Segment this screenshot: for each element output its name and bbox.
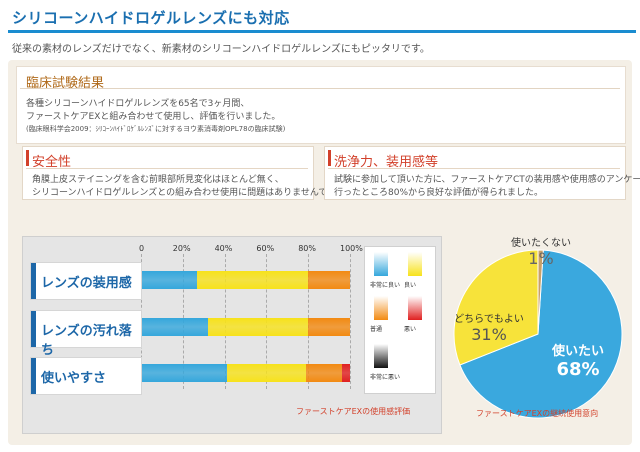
safety-title: 安全性 bbox=[32, 155, 72, 170]
cleaning-marker bbox=[328, 150, 331, 166]
bar-segment bbox=[341, 364, 350, 382]
cleaning-line-1: 試験に参加して頂いた方に、ファーストケアCTの装用感や使用感のアンケートを bbox=[334, 175, 640, 185]
bar-segment bbox=[308, 318, 350, 336]
pie-slice bbox=[453, 249, 539, 366]
pie-label-neutral: どちらでもよい 31% bbox=[444, 310, 534, 344]
safety-line-1: 角膜上皮ステイニングを含む前眼部所見変化はほとんど無く、 bbox=[32, 175, 284, 185]
row-marker bbox=[31, 263, 36, 299]
row-label-3: 使いやすさ bbox=[30, 357, 142, 395]
bar-segment bbox=[141, 318, 208, 336]
slice-name: 使いたい bbox=[551, 344, 604, 359]
category-label: レンズの汚れ落ち bbox=[41, 324, 132, 358]
clinical-line-1: 各種シリコーンハイドロゲルレンズを65名で3ヶ月間、 bbox=[26, 99, 250, 109]
row-label-2: レンズの汚れ落ち bbox=[30, 310, 142, 358]
x-tick-label: 80% bbox=[298, 244, 316, 253]
bar-segment bbox=[207, 318, 309, 336]
legend-label: 普通 bbox=[370, 326, 383, 333]
x-tick-label: 40% bbox=[214, 244, 233, 253]
safety-line-2: シリコーンハイドロゲルレンズとの組み合わせ使用に問題はありませんでした。 bbox=[32, 188, 355, 198]
slice-value: 31% bbox=[471, 325, 507, 344]
page-subtitle: 従来の素材のレンズだけでなく、新素材のシリコーンハイドロゲルレンズにもピッタリで… bbox=[12, 44, 430, 55]
bar-segment bbox=[197, 271, 309, 289]
category-label: レンズの装用感 bbox=[41, 276, 132, 291]
slice-name: どちらでもよい bbox=[454, 314, 524, 325]
x-tick-label: 20% bbox=[172, 244, 191, 253]
bar-segment bbox=[141, 364, 227, 382]
cleaning-title: 洗浄力、装用感等 bbox=[334, 155, 439, 170]
cleaning-line-2: 行ったところ80%から良好な評価が得られました。 bbox=[334, 188, 544, 198]
safety-marker bbox=[26, 150, 29, 166]
slice-name: 使いたくない bbox=[511, 238, 571, 249]
slice-value: 1% bbox=[528, 249, 554, 268]
pie-slice bbox=[537, 249, 544, 335]
clinical-line-2: ファーストケアEXと組み合わせて使用し、評価を行いました。 bbox=[26, 112, 281, 122]
legend-label: 非常に良い bbox=[370, 282, 401, 289]
x-grid-line bbox=[350, 254, 351, 389]
bar-segment bbox=[226, 364, 307, 382]
bar-chart-caption: ファーストケアEXの使用感評価 bbox=[296, 407, 411, 416]
x-tick-label: 100% bbox=[340, 244, 363, 253]
clinical-source: (臨床眼科学会2009：ｼﾘｺｰﾝﾊｲﾄﾞﾛｹﾞﾙﾚﾝｽﾞに対するヨウ素消毒剤O… bbox=[26, 125, 286, 133]
pie-chart-caption: ファーストケアEXの継続使用意向 bbox=[476, 409, 599, 418]
bar-segment bbox=[141, 271, 198, 289]
title-bar: シリコーンハイドロゲルレンズにも対応 bbox=[0, 0, 640, 33]
legend-swatch bbox=[408, 252, 422, 276]
pie-slice bbox=[459, 249, 623, 419]
pie-label-unwanted: 使いたくない 1% bbox=[496, 234, 586, 268]
pie-label-wanted: 使いたい 68% bbox=[540, 340, 616, 380]
row-marker bbox=[31, 358, 36, 394]
slice-value: 68% bbox=[556, 359, 600, 380]
legend-swatch bbox=[374, 344, 388, 368]
legend-label: 悪い bbox=[404, 326, 417, 333]
x-tick-label: 60% bbox=[256, 244, 275, 253]
legend-swatch bbox=[374, 296, 388, 320]
row-label-1: レンズの装用感 bbox=[30, 262, 142, 300]
legend-label: 良い bbox=[404, 282, 417, 289]
safety-divider bbox=[26, 168, 308, 169]
legend-swatch bbox=[374, 252, 388, 276]
safety-box bbox=[22, 146, 314, 200]
clinical-title: 臨床試験結果 bbox=[26, 76, 105, 91]
clinical-box bbox=[16, 66, 626, 144]
legend-label: 非常に悪い bbox=[370, 374, 401, 381]
title-underline bbox=[8, 30, 636, 33]
clinical-divider bbox=[20, 88, 620, 89]
cleaning-box bbox=[324, 146, 626, 200]
bar-segment bbox=[306, 364, 342, 382]
legend-swatch bbox=[408, 296, 422, 320]
x-tick-label: 0 bbox=[139, 244, 145, 253]
bar-segment bbox=[308, 271, 350, 289]
category-label: 使いやすさ bbox=[41, 371, 107, 386]
row-marker bbox=[31, 311, 36, 347]
cleaning-divider bbox=[328, 168, 620, 169]
pie-chart bbox=[453, 249, 623, 419]
page-title: シリコーンハイドロゲルレンズにも対応 bbox=[12, 9, 290, 27]
